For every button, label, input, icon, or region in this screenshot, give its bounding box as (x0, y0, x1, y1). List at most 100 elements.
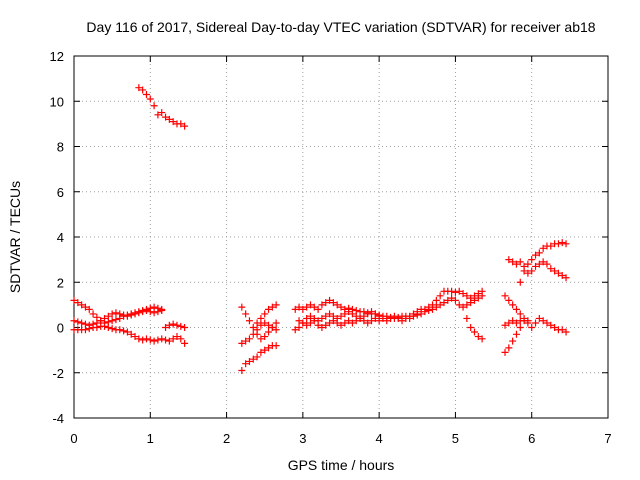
data-point (436, 301, 444, 309)
y-tick-label: 8 (57, 140, 64, 155)
data-point (520, 314, 528, 322)
data-point (348, 310, 356, 318)
data-point (322, 299, 330, 307)
data-point (451, 288, 459, 296)
data-point (291, 305, 299, 313)
data-point (242, 360, 250, 368)
data-point (265, 328, 273, 336)
data-point (253, 319, 261, 327)
data-point (93, 324, 101, 331)
data-point (238, 366, 246, 374)
data-point (413, 311, 421, 319)
data-point (539, 317, 547, 325)
data-point (261, 346, 269, 354)
data-point (463, 314, 471, 322)
data-point (306, 301, 314, 309)
data-point (265, 305, 273, 313)
data-point (314, 321, 322, 329)
data-point (558, 271, 566, 279)
data-point (310, 303, 318, 311)
data-point (139, 308, 147, 316)
series-track-i (253, 301, 280, 327)
data-point (85, 325, 93, 333)
data-point (295, 324, 303, 331)
data-point (242, 337, 250, 345)
data-point (322, 312, 330, 320)
data-point (329, 317, 337, 325)
data-point (360, 317, 368, 325)
data-point (341, 319, 349, 327)
data-point (265, 344, 273, 352)
data-point (177, 335, 185, 343)
data-point (272, 301, 280, 309)
data-point (265, 321, 273, 329)
data-point (516, 258, 524, 266)
data-point (455, 301, 463, 309)
grid-lines (74, 56, 608, 418)
data-point (70, 296, 78, 304)
data-point (306, 312, 314, 320)
data-point (158, 335, 166, 343)
y-tick-label: 12 (50, 49, 64, 64)
data-point (509, 317, 517, 325)
data-point (375, 317, 383, 325)
data-point (257, 314, 265, 322)
data-point (364, 310, 372, 318)
series-track-o (463, 314, 486, 343)
data-point (398, 317, 406, 325)
data-point (74, 318, 82, 326)
x-tick-label: 2 (223, 431, 230, 446)
series-track-b (70, 307, 166, 329)
data-point (368, 317, 376, 325)
data-point (295, 317, 303, 325)
data-point (337, 321, 345, 329)
data-point (154, 111, 162, 119)
data-point (249, 324, 257, 331)
data-point (345, 317, 353, 325)
data-point (173, 333, 181, 341)
data-point (516, 324, 524, 331)
y-tick-label: -2 (52, 366, 64, 381)
data-point (463, 301, 471, 309)
data-point (261, 333, 269, 341)
data-point (303, 314, 311, 322)
data-point (112, 316, 120, 324)
data-point (257, 321, 265, 329)
data-point (150, 337, 158, 345)
data-point (78, 319, 86, 327)
data-point (135, 84, 143, 92)
data-point (429, 305, 437, 313)
data-point (127, 330, 135, 338)
data-point (303, 303, 311, 311)
data-point (543, 260, 551, 268)
data-point (306, 319, 314, 327)
data-point (471, 296, 478, 304)
data-point (436, 292, 444, 300)
data-point (455, 287, 463, 295)
data-point (89, 310, 97, 318)
data-point (314, 305, 322, 313)
data-point (474, 333, 482, 341)
data-point (509, 258, 517, 266)
data-point (547, 265, 555, 273)
data-point (268, 303, 276, 311)
data-point (326, 310, 334, 318)
data-point (333, 301, 341, 309)
data-point (478, 335, 486, 343)
data-point (467, 299, 475, 307)
data-point (512, 260, 520, 268)
data-point (154, 308, 162, 316)
data-point (535, 249, 543, 257)
data-point (104, 312, 112, 320)
data-point (390, 312, 398, 320)
data-point (512, 330, 520, 338)
data-point (551, 324, 559, 331)
data-point (146, 95, 154, 103)
data-point (524, 269, 532, 277)
data-point (120, 327, 128, 335)
data-point (478, 292, 486, 300)
data-point (272, 319, 280, 327)
data-point (448, 287, 456, 295)
data-point (341, 310, 349, 318)
data-point (165, 321, 173, 329)
